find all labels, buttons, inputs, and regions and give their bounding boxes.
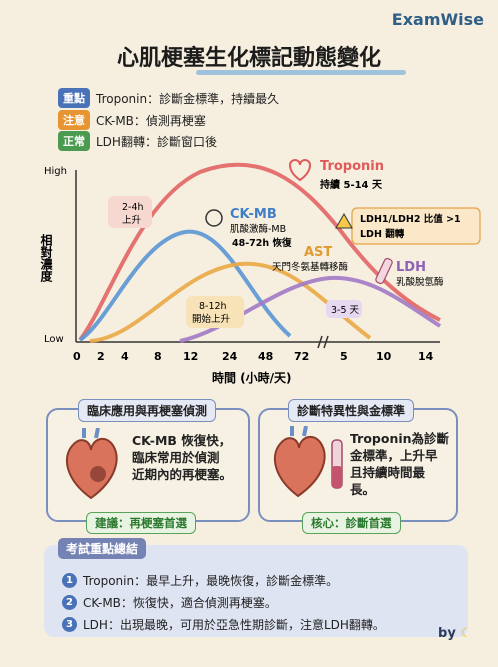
summary-text: Troponin：最早上升，最晚恢復，診斷金標準。 <box>83 574 339 588</box>
series-label-troponin: Troponin <box>320 159 384 174</box>
series-label-ldh: LDH <box>396 260 426 275</box>
marker-chart: High Low 相對濃度 0 2 4 8 12 24 48 72 5 10 1… <box>39 159 481 385</box>
panel-specificity-text: Troponin為診斷 金標準，上升早 且持續時間最 長。 <box>350 430 449 498</box>
summary-box <box>44 545 468 637</box>
ast-subtitle: 天門冬氨基轉移酶 <box>272 261 349 273</box>
series-label-ast: AST <box>304 245 332 260</box>
annotation-box <box>108 196 152 228</box>
summary-title: 考試重點總結 <box>58 538 147 559</box>
summary-text: LDH：出現最晚，可用於亞急性期診斷，注意LDH翻轉。 <box>83 618 385 632</box>
annotation-ast-1: 8-12h <box>199 301 227 312</box>
legend-text: CK-MB：偵測再梗塞 <box>96 113 206 128</box>
summary-number: 3 <box>62 617 77 632</box>
x-tick: 12 <box>183 350 198 363</box>
x-tick: 2 <box>97 350 105 363</box>
heart-tube-illustration <box>273 426 343 498</box>
series-label-ckmb: CK-MB <box>230 207 277 222</box>
troponin-curve <box>78 162 441 342</box>
summary-item: 3 LDH：出現最晚，可用於亞急性期診斷，注意LDH翻轉。 <box>62 616 385 633</box>
summary-number: 2 <box>62 595 77 610</box>
summary-item: 1 Troponin：最早上升，最晚恢復，診斷金標準。 <box>62 572 338 589</box>
legend-tag: 注意 <box>58 110 90 130</box>
y-axis-label: 相對濃度 <box>39 233 53 283</box>
summary-text: CK-MB：恢復快，適合偵測再梗塞。 <box>83 596 277 610</box>
x-tick: 72 <box>294 350 309 363</box>
panel-line: 金標準，上升早 <box>350 448 438 463</box>
ldh-flip-callout <box>351 207 481 245</box>
summary-number: 1 <box>62 573 77 588</box>
panel-clinical-footer: 建議：再梗塞首選 <box>86 512 196 534</box>
annotation-ldh-days: 3-5 天 <box>331 305 360 316</box>
troponin-note: 持續 5-14 天 <box>320 178 383 191</box>
banana-icon: ☾ <box>460 626 472 641</box>
annotation-ast-2: 開始上升 <box>192 313 231 325</box>
summary-item: 2 CK-MB：恢復快，適合偵測再梗塞。 <box>62 594 277 611</box>
x-tick: 10 <box>376 350 392 363</box>
page-title: 心肌梗塞生化標記動態變化 <box>116 46 381 71</box>
heart-illustration <box>65 428 118 500</box>
stopwatch-icon <box>205 209 223 227</box>
annotation-rise-2: 上升 <box>122 215 142 226</box>
x-tick: 0 <box>73 350 81 363</box>
y-tick-high: High <box>44 166 67 177</box>
ldh-flip-line1: LDH1/LDH2 比值 >1 <box>360 213 461 225</box>
annotation-rise: 2-4h <box>122 202 144 213</box>
panel-line: 且持續時間最 <box>350 465 426 480</box>
x-tick: 5 <box>340 350 348 363</box>
test-tube-icon <box>375 257 393 285</box>
ckmb-curve <box>78 229 292 342</box>
warning-icon <box>335 212 353 229</box>
legend-text: Troponin：診斷金標準，持續最久 <box>96 91 280 106</box>
legend-item-ckmb: 注意 CK-MB：偵測再梗塞 <box>58 110 206 130</box>
panel-clinical-text: CK-MB 恢復快， 臨床常用於偵測 近期內的再梗塞。 <box>132 432 232 483</box>
axis-break <box>323 335 329 349</box>
ckmb-note: 48-72h 恢復 <box>232 237 292 249</box>
legend-text: LDH翻轉：診斷窗口後 <box>96 134 217 149</box>
panel-specificity-footer: 核心：診斷首選 <box>302 512 401 534</box>
panel-line: 臨床常用於偵測 <box>132 450 220 465</box>
legend-tag: 重點 <box>58 88 90 108</box>
title-underline <box>196 70 406 75</box>
legend-item-troponin: 重點 Troponin：診斷金標準，持續最久 <box>58 88 279 108</box>
ldh-flip-line2: LDH 翻轉 <box>360 228 405 240</box>
panel-specificity-title: 診斷特異性與金標準 <box>288 399 415 422</box>
x-tick: 8 <box>154 350 162 363</box>
panel-line: CK-MB 恢復快， <box>132 433 232 448</box>
legend-tag: 正常 <box>58 131 90 151</box>
axis-break <box>317 335 323 349</box>
x-axis-label: 時間 (小時/天) <box>212 370 292 385</box>
brand-logo: ExamWise <box>391 10 484 29</box>
legend-item-ldh: 正常 LDH翻轉：診斷窗口後 <box>58 131 217 151</box>
ckmb-subtitle: 肌酸激酶-MB <box>230 223 286 235</box>
panel-line: 近期內的再梗塞。 <box>132 467 233 482</box>
x-tick: 48 <box>258 350 273 363</box>
panel-line: 長。 <box>350 482 376 497</box>
heart-icon <box>288 159 312 182</box>
x-tick: 24 <box>222 350 238 363</box>
y-tick-low: Low <box>44 334 64 345</box>
panel-clinical-title: 臨床應用與再梗塞偵測 <box>78 399 217 422</box>
annotation-box <box>186 296 244 328</box>
x-tick: 14 <box>418 350 434 363</box>
ldh-subtitle: 乳酸脫氫酶 <box>396 276 444 288</box>
x-tick: 4 <box>121 350 129 363</box>
panel-line: Troponin為診斷 <box>350 431 450 446</box>
by-signature: by ☾ <box>438 626 472 641</box>
annotation-box <box>326 300 362 318</box>
